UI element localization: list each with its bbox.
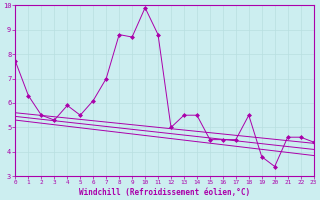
X-axis label: Windchill (Refroidissement éolien,°C): Windchill (Refroidissement éolien,°C) — [79, 188, 250, 197]
